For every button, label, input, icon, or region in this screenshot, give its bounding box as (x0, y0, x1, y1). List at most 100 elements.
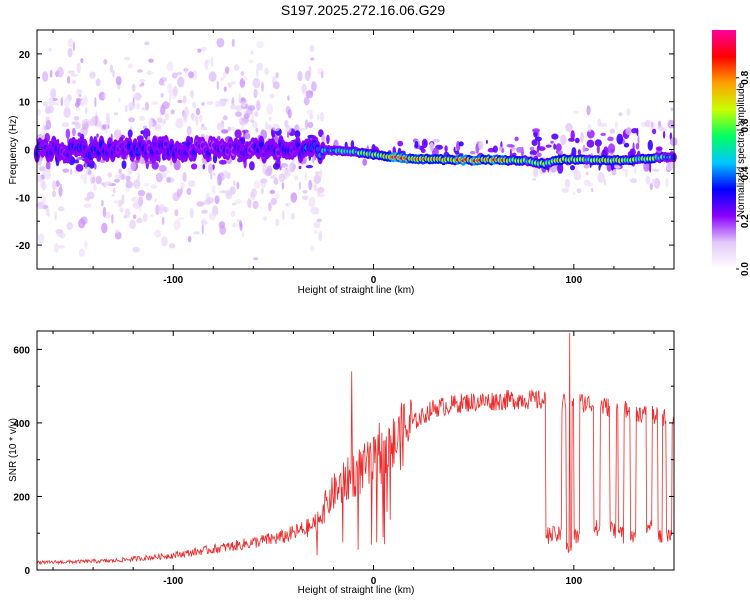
spectrogram-speckle-cell (137, 69, 143, 73)
spectrogram-speckle-cell (103, 58, 108, 65)
spectrogram-speckle-cell (38, 166, 46, 172)
spectrogram-speckle-cell (211, 172, 216, 176)
spectrogram-speckle-cell (181, 182, 185, 189)
spectrogram-speckle-cell (594, 139, 602, 147)
spectrogram-speckle-cell (320, 71, 324, 79)
spectrogram-speckle-cell (175, 117, 184, 129)
spectrogram-speckle-cell (298, 165, 302, 170)
spectrogram-speckle-cell (532, 128, 540, 133)
spectrogram-speckle-cell (652, 168, 660, 172)
spectrogram-speckle-cell (667, 119, 675, 129)
spectrogram-speckle-cell (263, 216, 268, 221)
spectrogram-speckle-cell (158, 78, 165, 86)
spectrogram-speckle-cell (183, 111, 187, 121)
spectrogram-speckle-cell (48, 47, 52, 52)
spectrogram-speckle-cell (485, 139, 488, 144)
spectrogram-speckle-cell (662, 130, 666, 139)
spectrogram-speckle-cell (93, 183, 97, 192)
spectrogram-speckle-cell (313, 174, 322, 184)
figure-title: S197.2025.272.16.06.G29 (281, 2, 445, 18)
spectrogram-speckle-cell (270, 197, 277, 206)
spectrogram-speckle-cell (196, 201, 205, 207)
spectrogram-speckle-cell (235, 111, 242, 117)
spectrogram-speckle-cell (149, 118, 153, 129)
colorbar-tick-label: 0.4 (740, 166, 750, 180)
spectrogram-speckle-cell (319, 168, 323, 179)
spectrogram-speckle-cell (545, 144, 552, 148)
spectrogram-speckle-cell (637, 135, 640, 146)
spectrogram-speckle-cell (660, 127, 668, 132)
spectrogram-speckle-cell (221, 175, 225, 181)
spectrogram-speckle-cell (256, 100, 261, 112)
spectrogram-speckle-cell (186, 187, 192, 196)
spectrogram-speckle-cell (104, 211, 111, 219)
spectrogram-speckle-cell (188, 71, 194, 79)
y-tick-label: -20 (16, 241, 31, 252)
spectrogram-speckle-cell (66, 222, 74, 230)
spectrogram-speckle-cell (45, 161, 51, 170)
spectrogram-ylabel: Frequency (Hz) (8, 116, 19, 185)
spectrogram-speckle-cell (626, 108, 631, 116)
spectrogram-speckle-cell (267, 124, 273, 131)
spectrogram-speckle-cell (248, 59, 254, 64)
spectrogram-speckle-cell (90, 177, 94, 185)
y-tick-label: 400 (13, 419, 30, 430)
spectrogram-speckle-cell (548, 169, 552, 177)
spectrogram-speckle-cell (255, 127, 259, 133)
spectrogram-speckle-cell (43, 101, 49, 107)
spectrogram-speckle-cell (111, 193, 115, 197)
spectrogram-speckle-cell (73, 116, 80, 121)
spectrogram-speckle-cell (287, 108, 292, 119)
spectrogram-speckle-cell (607, 136, 614, 142)
spectrogram-speckle-cell (625, 127, 632, 135)
spectrogram-speckle-cell (618, 112, 623, 117)
spectrogram-speckle-cell (586, 182, 594, 187)
spectrogram-speckle-cell (305, 165, 314, 169)
x-tick-label: -100 (163, 275, 183, 286)
spectrogram-speckle-cell (75, 122, 81, 130)
spectrogram-speckle-cell (318, 230, 323, 242)
spectrogram-speckle-cell (240, 71, 245, 76)
spectrogram-speckle-cell (233, 180, 236, 187)
spectrogram-speckle-cell (294, 175, 299, 181)
spectrogram-speckle-cell (217, 135, 221, 141)
spectrogram-speckle-cell (202, 217, 206, 226)
spectrogram-speckle-cell (516, 146, 524, 153)
spectrogram-speckle-cell (103, 93, 107, 99)
spectrogram-speckle-cell (114, 231, 122, 240)
spectrogram-speckle-cell (529, 146, 535, 151)
spectrogram-speckle-cell (154, 198, 157, 203)
spectrogram-speckle-cell (643, 161, 650, 172)
colorbar-tick-label: 0.6 (740, 118, 750, 132)
spectrogram-speckle-cell (253, 180, 261, 189)
spectrogram-speckle-cell (111, 213, 114, 224)
spectrogram-speckle-cell (80, 174, 84, 180)
spectrogram-speckle-cell (144, 41, 150, 46)
spectrogram-speckle-cell (73, 159, 80, 164)
spectrogram-speckle-cell (309, 44, 315, 53)
spectrogram-speckle-cell (478, 140, 484, 150)
spectrogram-speckle-cell (75, 101, 80, 108)
y-tick-label: 200 (13, 492, 30, 503)
spectrogram-speckle-cell (121, 174, 125, 180)
spectrogram-speckle-cell (81, 119, 86, 125)
spectrogram-speckle-cell (266, 103, 274, 115)
y-tick-label: -10 (16, 193, 31, 204)
spectrogram-speckle-cell (297, 126, 301, 131)
spectrogram-speckle-cell (253, 257, 259, 261)
spectrogram-speckle-cell (101, 199, 104, 207)
spectrogram-speckle-cell (614, 120, 619, 129)
spectrogram-speckle-cell (629, 148, 636, 156)
spectrogram-speckle-cell (228, 83, 232, 88)
spectrogram-speckle-cell (590, 187, 594, 193)
spectrogram-speckle-cell (107, 171, 113, 178)
spectrogram-speckle-cell (269, 189, 276, 195)
spectrogram-speckle-cell (649, 162, 652, 173)
spectrogram-speckle-cell (192, 101, 197, 109)
spectrogram-speckle-cell (314, 208, 320, 215)
spectrogram-speckle-cell (114, 178, 120, 183)
spectrogram-speckle-cell (458, 141, 464, 147)
spectrogram-speckle-cell (147, 70, 151, 76)
spectrogram-speckle-cell (634, 165, 637, 174)
spectrogram-speckle-cell (128, 106, 133, 111)
